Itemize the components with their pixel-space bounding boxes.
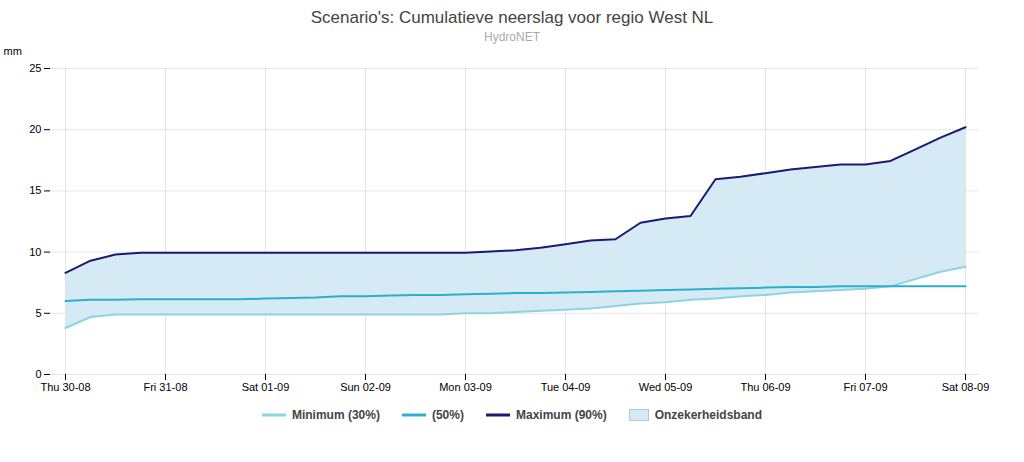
svg-text:Wed 05-09: Wed 05-09: [639, 381, 693, 393]
svg-text:Sat 01-09: Sat 01-09: [242, 381, 290, 393]
svg-text:Thu 06-09: Thu 06-09: [740, 381, 790, 393]
svg-text:Mon 03-09: Mon 03-09: [439, 381, 492, 393]
html-text:Onzekerheidsband: Onzekerheidsband: [654, 408, 762, 422]
html-text:Minimum (30%): Minimum (30%): [291, 408, 380, 422]
html-text:HydroNET: HydroNET: [484, 30, 540, 44]
svg-text:15: 15: [29, 184, 41, 196]
svg-text:0: 0: [35, 368, 41, 380]
svg-text:10: 10: [29, 246, 41, 258]
svg-text:mm: mm: [4, 45, 22, 57]
svg-text:Sat 08-09: Sat 08-09: [942, 381, 990, 393]
html-text:(50%): (50%): [432, 408, 464, 422]
svg-text:Fri 07-09: Fri 07-09: [843, 381, 887, 393]
html-text:Maximum (90%): Maximum (90%): [516, 408, 607, 422]
svg-text:20: 20: [29, 123, 41, 135]
svg-text:Thu 30-08: Thu 30-08: [40, 381, 90, 393]
svg-text:5: 5: [35, 307, 41, 319]
svg-text:Tue 04-09: Tue 04-09: [541, 381, 591, 393]
svg-text:Fri 31-08: Fri 31-08: [143, 381, 187, 393]
svg-text:25: 25: [29, 62, 41, 74]
html-text:Scenario's: Cumulatieve neersl: Scenario's: Cumulatieve neerslag voor re…: [310, 8, 714, 27]
svg-text:Sun 02-09: Sun 02-09: [340, 381, 391, 393]
